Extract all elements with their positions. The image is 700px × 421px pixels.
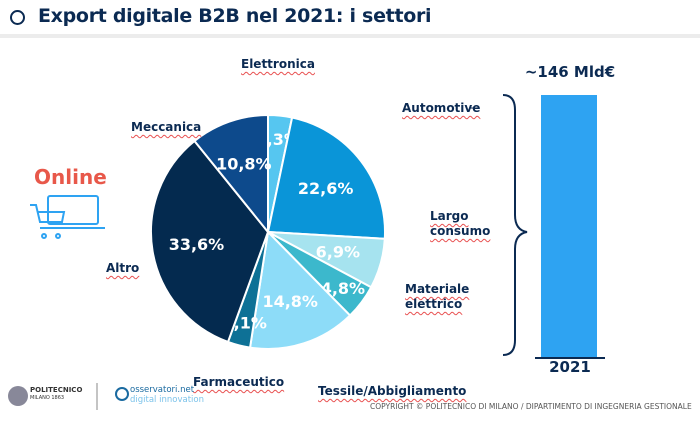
politecnico-text: POLITECNICO MILANO 1863 xyxy=(30,386,82,402)
bar-category-label: 2021 xyxy=(549,358,591,376)
pie-slice-automotive xyxy=(266,116,386,240)
label-elettrico: elettrico xyxy=(405,297,463,311)
poli-sub: MILANO 1863 xyxy=(30,395,65,401)
politecnico-logo xyxy=(8,386,28,406)
label-altro: Altro xyxy=(106,261,140,275)
label-elettronica: Elettronica xyxy=(241,57,315,71)
pie-slice-meccanica xyxy=(193,113,269,235)
pie-data-label: 4,8% xyxy=(321,279,365,298)
pie-data-label: 22,6% xyxy=(298,179,354,198)
pie-slice-altro xyxy=(150,139,270,344)
label-materiale: Materiale xyxy=(405,282,470,296)
brace xyxy=(502,94,528,356)
pie-chart: 3,3%22,6%6,9%4,8%14,8%3,1%33,6%10,8% xyxy=(150,113,386,350)
pie-slice-tessile-abbigliamento xyxy=(248,229,352,350)
label-meccanica: Meccanica xyxy=(131,120,202,134)
pie-data-label: 14,8% xyxy=(262,292,318,311)
online-label: Online xyxy=(34,165,107,189)
page-title: Export digitale B2B nel 2021: i settori xyxy=(38,5,432,27)
label-consumo: consumo xyxy=(430,224,491,238)
bar-value-label: ~146 Mld€ xyxy=(524,63,616,81)
pie-data-label: 10,8% xyxy=(216,155,272,174)
pie-data-label: 33,6% xyxy=(169,235,225,254)
bar-2021 xyxy=(541,95,597,358)
osservatori-subtext: digital innovation xyxy=(130,395,204,405)
copyright: COPYRIGHT © POLITECNICO DI MILANO / DIPA… xyxy=(370,402,692,411)
search-icon xyxy=(10,10,25,25)
pie-data-label: 6,9% xyxy=(316,243,360,262)
label-automotive: Automotive xyxy=(402,101,481,115)
label-farmaceutico: Farmaceutico xyxy=(193,375,285,389)
laptop-cart-icon xyxy=(30,195,105,239)
poli-name: POLITECNICO xyxy=(30,386,83,394)
label-tessile: Tessile/Abbigliamento xyxy=(318,384,467,398)
label-largo: Largo xyxy=(430,209,469,223)
osservatori-logo xyxy=(115,387,129,401)
divider xyxy=(0,34,700,38)
osservatori-text: osservatori.net xyxy=(130,385,195,395)
